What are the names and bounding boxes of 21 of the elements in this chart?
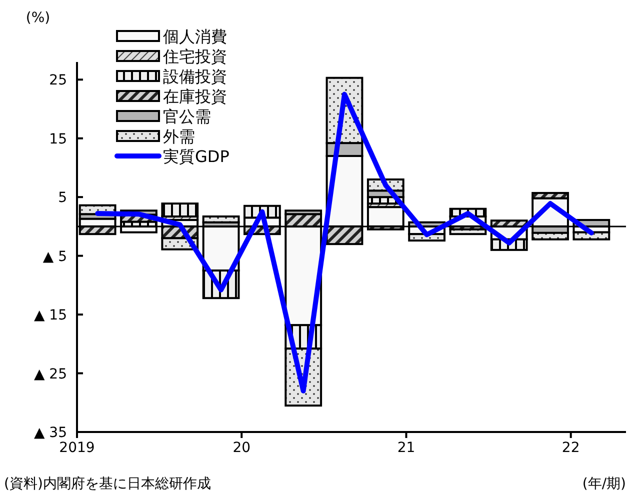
ytick: 15: [49, 131, 67, 148]
legend-label: 実質GDP: [163, 147, 230, 166]
ytick: ▲ 35: [34, 425, 67, 441]
ytick: 5: [58, 190, 67, 206]
xtick: 2019: [59, 440, 95, 456]
ytick: 25: [49, 72, 67, 89]
legend-label: 在庫投資: [163, 87, 227, 106]
legend-label: 外需: [163, 127, 195, 146]
annotation: (資料)内閣府を基に日本総研作成: [4, 476, 211, 492]
xtick: 21: [397, 440, 416, 456]
xtick: 22: [562, 440, 580, 456]
xtick: 20: [232, 440, 251, 456]
legend-label: 官公需: [163, 107, 211, 126]
legend-label: 住宅投資: [163, 47, 227, 66]
ytick: ▲ 25: [34, 366, 67, 382]
ylabel: (%): [26, 10, 50, 26]
legend-label: 設備投資: [163, 67, 227, 86]
legend-label: 個人消費: [163, 27, 227, 46]
xlabel: (年/期): [582, 476, 626, 492]
ytick: ▲ 5: [42, 248, 67, 265]
ytick: ▲ 15: [34, 308, 67, 324]
